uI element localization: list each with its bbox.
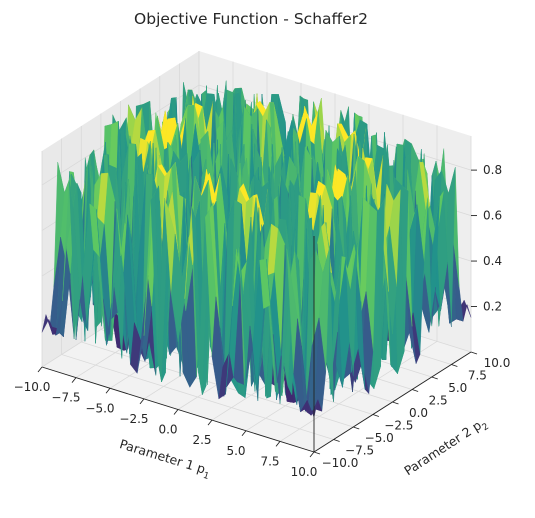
- z-tick-label: 0.4: [483, 254, 502, 268]
- y-tick-mark: [333, 439, 340, 442]
- y-tick-label: 2.5: [429, 394, 448, 408]
- x-tick-mark: [139, 398, 145, 405]
- z-grid-line: [41, 84, 472, 186]
- y-tick-mark: [313, 451, 321, 455]
- x-tick-label: −7.5: [51, 391, 80, 405]
- x-tick-mark: [275, 441, 281, 447]
- y-axis-label-text: Parameter 2 p: [401, 417, 484, 478]
- y-tick-label: −7.5: [345, 444, 374, 458]
- z-tick-label: 0.2: [483, 300, 502, 314]
- y-tick-label: 5.0: [448, 381, 467, 395]
- y-tick-mark: [353, 426, 360, 430]
- surface-plot: [41, 80, 472, 418]
- x-tick-mark: [71, 377, 77, 383]
- x-tick-label: 5.0: [226, 444, 245, 458]
- z-tick-label: 0.6: [483, 209, 502, 223]
- z-tick-label: 0.8: [483, 163, 502, 177]
- x-tick-mark: [241, 430, 247, 437]
- y-tick-mark: [470, 351, 478, 355]
- y-tick-mark: [451, 364, 458, 367]
- x-tick-mark: [173, 409, 179, 415]
- y-tick-label: −10.0: [322, 456, 359, 470]
- x-tick-label: −5.0: [85, 401, 114, 415]
- x-tick-label: 2.5: [192, 433, 211, 447]
- chart-title: Objective Function - Schaffer2: [134, 10, 368, 28]
- x-tick-mark: [309, 451, 315, 458]
- y-tick-label: 0.0: [409, 406, 428, 420]
- y-axis-label-subscript: 2: [481, 422, 491, 434]
- x-axis-label-subscript: 1: [202, 471, 210, 482]
- y-tick-mark: [392, 401, 399, 405]
- x-tick-label: 0.0: [158, 423, 177, 437]
- x-tick-label: 10.0: [291, 465, 318, 479]
- x-tick-label: −10.0: [14, 380, 51, 394]
- surface-cell: [307, 399, 319, 418]
- x-tick-label: −2.5: [119, 412, 148, 426]
- tick-labels: −10.0−7.5−5.0−2.50.02.55.07.510.0−10.0−7…: [14, 163, 511, 479]
- y-tick-mark: [431, 376, 438, 380]
- x-tick-mark: [105, 387, 111, 394]
- y-tick-mark: [411, 389, 419, 392]
- x-tick-label: 7.5: [260, 454, 279, 468]
- y-tick-label: 10.0: [484, 356, 511, 370]
- y-tick-label: −2.5: [384, 419, 413, 433]
- y-tick-mark: [372, 414, 380, 417]
- y-tick-label: −5.0: [365, 431, 394, 445]
- x-tick-mark: [37, 366, 43, 373]
- y-tick-label: 7.5: [468, 369, 487, 383]
- x-tick-mark: [207, 419, 213, 426]
- y-axis-label: Parameter 2 p2: [401, 414, 491, 481]
